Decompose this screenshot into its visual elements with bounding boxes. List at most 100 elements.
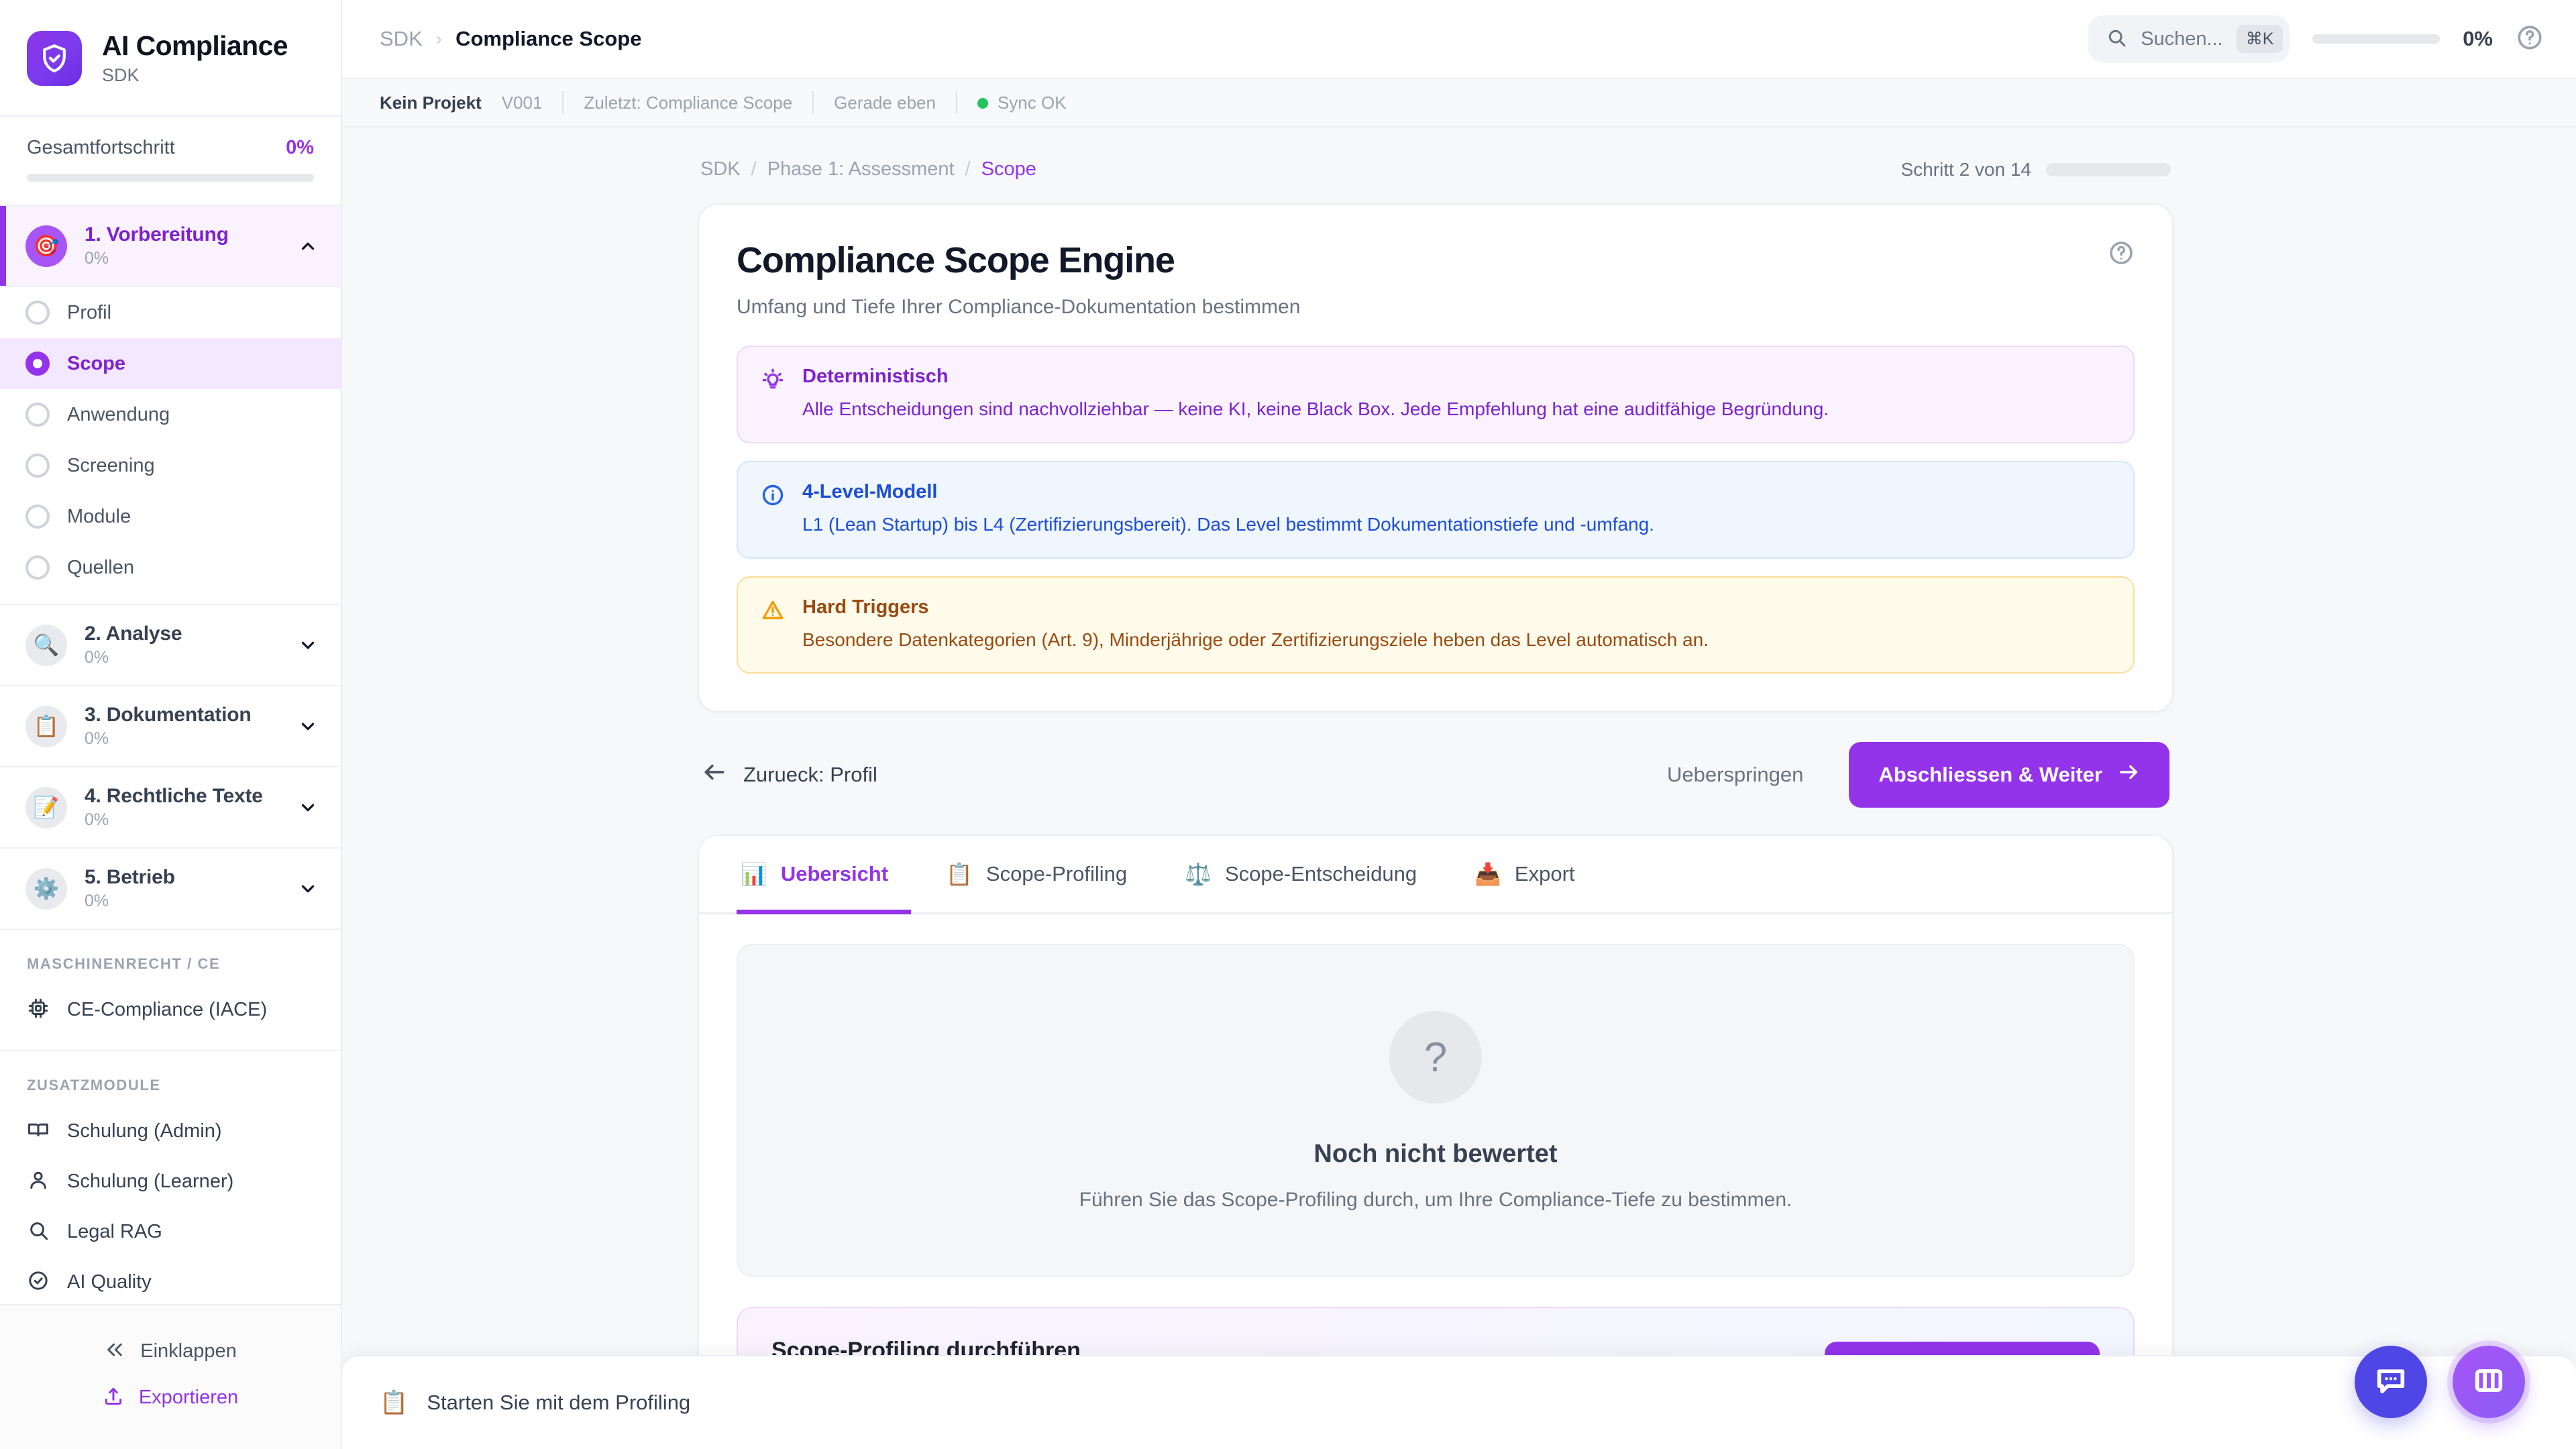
sidebar-item-screening[interactable]: Screening	[0, 440, 341, 491]
sidebar-item-label: AI Quality	[67, 1271, 152, 1293]
page-breadcrumb: SDK / Phase 1: Assessment / Scope	[700, 158, 1036, 180]
radio-icon	[25, 301, 50, 325]
bar-chart-icon: 📊	[741, 862, 767, 887]
radio-icon	[25, 504, 50, 529]
breadcrumb-sdk[interactable]: SDK	[700, 158, 741, 180]
check-circle-icon	[27, 1269, 50, 1295]
chevron-down-icon[interactable]	[298, 879, 318, 899]
back-button[interactable]: Zurueck: Profil	[702, 759, 877, 790]
divider	[562, 91, 564, 114]
phase-name: 2. Analyse	[85, 623, 182, 645]
tab-scope-profiling[interactable]: 📋 Scope-Profiling	[942, 836, 1150, 914]
sidebar-phase-rechtliche-texte[interactable]: 📝 4. Rechtliche Texte 0%	[0, 767, 341, 849]
arrow-left-icon	[702, 759, 727, 790]
brand-title: AI Compliance	[102, 30, 288, 61]
inbox-download-icon: 📥	[1474, 862, 1501, 887]
step-indicator: Schritt 2 von 14	[1900, 159, 2171, 180]
last-visited: Zuletzt: Compliance Scope	[584, 92, 793, 113]
version-badge: V001	[501, 92, 543, 113]
sidebar-item-ai-quality[interactable]: AI Quality	[0, 1257, 341, 1304]
overall-progress-value: 0%	[286, 137, 314, 159]
chevron-down-icon[interactable]	[298, 635, 318, 655]
phase-percent: 0%	[85, 810, 109, 830]
sidebar-item-label: Schulung (Learner)	[67, 1171, 234, 1193]
breadcrumb-separator: /	[751, 158, 757, 180]
export-button[interactable]: Exportieren	[27, 1375, 314, 1421]
breadcrumb-root[interactable]: SDK	[380, 27, 423, 50]
radio-icon	[25, 555, 50, 580]
chat-fab[interactable]	[2355, 1346, 2427, 1418]
sidebar-group-title-maschinenrecht: MASCHINENRECHT / CE	[27, 955, 221, 973]
alert-body: Alle Entscheidungen sind nachvollziehbar…	[802, 398, 1829, 419]
sidebar-phase-dokumentation[interactable]: 📋 3. Dokumentation 0%	[0, 686, 341, 768]
clipboard-icon: 📋	[946, 862, 973, 887]
divider	[955, 91, 957, 114]
book-icon	[27, 1118, 50, 1144]
sidebar-item-anwendung[interactable]: Anwendung	[0, 389, 341, 440]
breadcrumb-current: Compliance Scope	[455, 27, 642, 50]
chevron-right-icon: ›	[435, 28, 443, 49]
tab-uebersicht[interactable]: 📊 Uebersicht	[737, 836, 912, 915]
overall-progress: Gesamtfortschritt 0%	[0, 117, 341, 207]
help-circle-icon[interactable]	[2516, 23, 2544, 55]
skip-button[interactable]: Ueberspringen	[1666, 763, 1804, 787]
tab-export[interactable]: 📥 Export	[1470, 836, 1597, 914]
page-subtitle: Umfang und Tiefe Ihrer Compliance-Dokume…	[737, 296, 1301, 318]
gear-icon: ⚙️	[25, 867, 67, 910]
sidebar-item-scope[interactable]: Scope	[0, 338, 341, 390]
sidebar-phase-betrieb[interactable]: ⚙️ 5. Betrieb 0%	[0, 849, 341, 930]
chevron-up-icon[interactable]	[298, 236, 318, 256]
alert-deterministisch: Deterministisch Alle Entscheidungen sind…	[737, 345, 2135, 443]
sidebar-item-legal-rag[interactable]: Legal RAG	[0, 1207, 341, 1257]
phase-percent: 0%	[85, 648, 109, 667]
help-circle-icon[interactable]	[2108, 239, 2135, 270]
empty-state-title: Noch nicht bewertet	[1313, 1140, 1558, 1169]
sidebar-item-label: Anwendung	[67, 403, 170, 425]
chevron-down-icon[interactable]	[298, 716, 318, 737]
alert-hard-triggers: Hard Triggers Besondere Datenkategorien …	[737, 576, 2135, 674]
sidebar-item-label: Legal RAG	[67, 1221, 162, 1243]
scales-icon: ⚖️	[1185, 862, 1212, 887]
header-progress-value: 0%	[2463, 27, 2493, 50]
sidebar-item-quellen[interactable]: Quellen	[0, 542, 341, 593]
sidebar-item-ce-compliance[interactable]: CE-Compliance (IACE)	[0, 985, 341, 1035]
sidebar-phase-vorbereitung[interactable]: 🎯 1. Vorbereitung 0%	[0, 206, 341, 288]
sidebar-item-schulung-admin[interactable]: Schulung (Admin)	[0, 1106, 341, 1157]
scope-engine-card: Compliance Scope Engine Umfang und Tiefe…	[698, 203, 2174, 713]
alert-title: Deterministisch	[802, 366, 949, 387]
sidebar-item-schulung-learner[interactable]: Schulung (Learner)	[0, 1157, 341, 1207]
sidebar-item-label: Screening	[67, 454, 155, 476]
memo-pencil-icon: 📝	[25, 786, 67, 828]
sidebar-phase-analyse[interactable]: 🔍 2. Analyse 0%	[0, 605, 341, 687]
tab-scope-entscheidung[interactable]: ⚖️ Scope-Entscheidung	[1181, 836, 1440, 914]
user-icon	[27, 1169, 50, 1195]
page-breadcrumb-row: SDK / Phase 1: Assessment / Scope Schrit…	[698, 158, 2174, 203]
sidebar-item-label: Schulung (Admin)	[67, 1120, 222, 1142]
sidebar-brand[interactable]: AI Compliance SDK	[0, 0, 341, 117]
chat-bubble-icon	[2373, 1363, 2408, 1401]
panel-fab[interactable]	[2453, 1346, 2525, 1418]
empty-state: ? Noch nicht bewertet Führen Sie das Sco…	[737, 944, 2135, 1278]
card-header: Compliance Scope Engine Umfang und Tiefe…	[699, 205, 2172, 345]
sidebar: AI Compliance SDK Gesamtfortschritt 0% 🎯…	[0, 0, 342, 1449]
sidebar-item-module[interactable]: Module	[0, 491, 341, 542]
sidebar-item-label: Scope	[67, 352, 126, 374]
tab-label: Scope-Profiling	[985, 862, 1128, 886]
sticky-hint-bar[interactable]: 📋 Starten Sie mit dem Profiling	[342, 1355, 2576, 1449]
sidebar-item-label: CE-Compliance (IACE)	[67, 999, 268, 1021]
breadcrumb-current[interactable]: Scope	[981, 158, 1036, 180]
breadcrumb: SDK › Compliance Scope	[380, 27, 641, 51]
clipboard-icon: 📋	[25, 705, 67, 747]
complete-and-next-button[interactable]: Abschliessen & Weiter	[1849, 742, 2169, 808]
search-input[interactable]: Suchen... ⌘K	[2088, 15, 2290, 62]
breadcrumb-phase[interactable]: Phase 1: Assessment	[767, 158, 955, 180]
chevron-down-icon[interactable]	[298, 798, 318, 818]
step-progress-bar	[2046, 162, 2171, 176]
sidebar-item-profil[interactable]: Profil	[0, 287, 341, 338]
sticky-hint-text: Starten Sie mit dem Profiling	[427, 1391, 691, 1414]
back-label: Zurueck: Profil	[743, 763, 877, 787]
project-name: Kein Projekt	[380, 92, 482, 113]
phase-percent: 0%	[85, 729, 109, 749]
collapse-sidebar-button[interactable]: Einklappen	[27, 1328, 314, 1375]
